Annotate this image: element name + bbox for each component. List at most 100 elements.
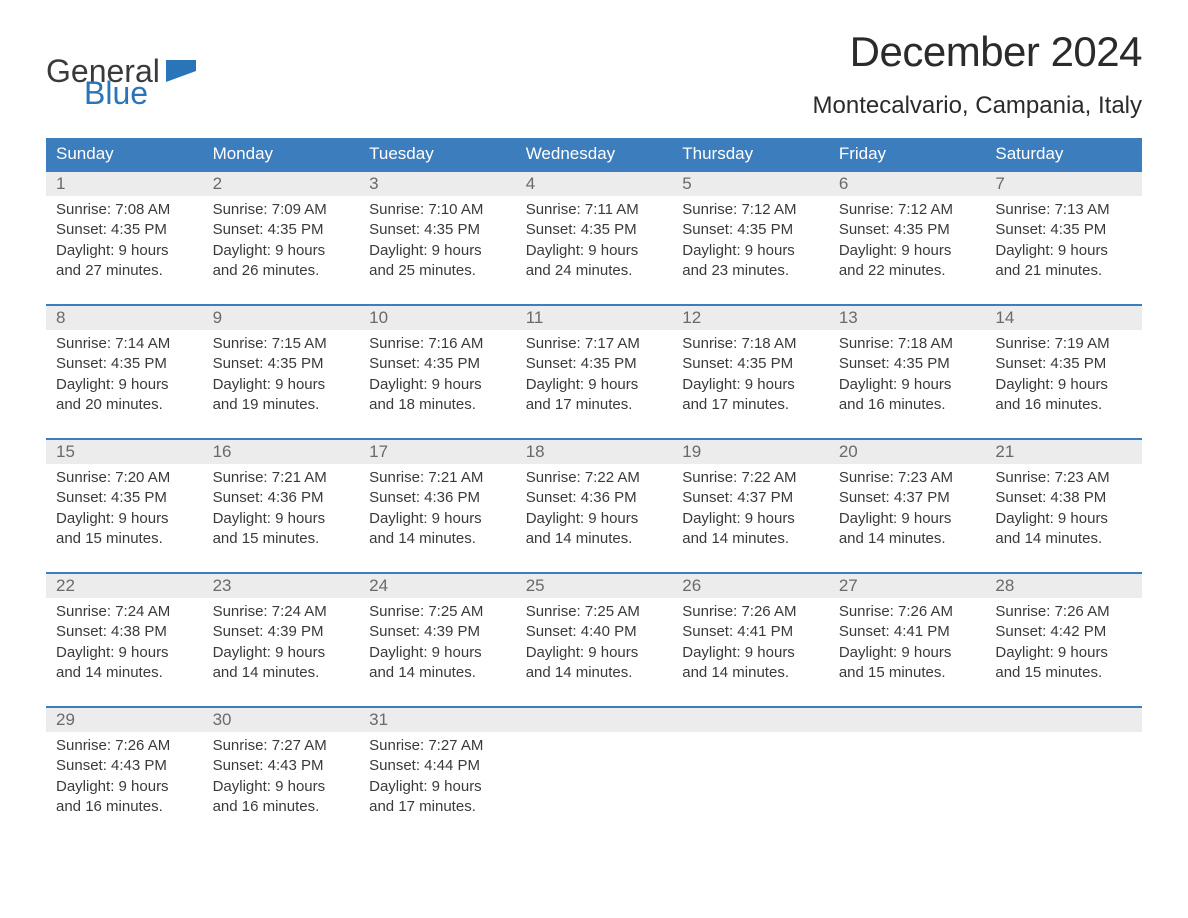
logo-flag-icon [166, 69, 196, 86]
day-number: 5 [672, 170, 829, 196]
day-sunset: Sunset: 4:35 PM [56, 354, 193, 374]
day-sunrise: Sunrise: 7:26 AM [995, 602, 1132, 622]
day-sunset: Sunset: 4:43 PM [56, 756, 193, 776]
day-sunset: Sunset: 4:35 PM [839, 220, 976, 240]
day-number: 20 [829, 438, 986, 464]
day-details: Sunrise: 7:22 AMSunset: 4:37 PMDaylight:… [672, 464, 829, 555]
day-sunset: Sunset: 4:36 PM [213, 488, 350, 508]
day-dl2: and 16 minutes. [213, 797, 350, 817]
calendar-day-cell: 27Sunrise: 7:26 AMSunset: 4:41 PMDayligh… [829, 572, 986, 706]
calendar-week-row: 29Sunrise: 7:26 AMSunset: 4:43 PMDayligh… [46, 706, 1142, 840]
day-number: 23 [203, 572, 360, 598]
calendar-header-row: SundayMondayTuesdayWednesdayThursdayFrid… [46, 138, 1142, 170]
day-details: Sunrise: 7:21 AMSunset: 4:36 PMDaylight:… [203, 464, 360, 555]
day-number: 27 [829, 572, 986, 598]
day-dl1: Daylight: 9 hours [995, 509, 1132, 529]
day-sunrise: Sunrise: 7:12 AM [839, 200, 976, 220]
day-details: Sunrise: 7:18 AMSunset: 4:35 PMDaylight:… [829, 330, 986, 421]
day-sunset: Sunset: 4:41 PM [682, 622, 819, 642]
day-sunrise: Sunrise: 7:26 AM [682, 602, 819, 622]
day-dl1: Daylight: 9 hours [56, 643, 193, 663]
day-dl2: and 15 minutes. [995, 663, 1132, 683]
day-sunrise: Sunrise: 7:25 AM [526, 602, 663, 622]
day-number-empty [985, 706, 1142, 732]
day-number: 16 [203, 438, 360, 464]
day-number: 6 [829, 170, 986, 196]
day-details: Sunrise: 7:25 AMSunset: 4:39 PMDaylight:… [359, 598, 516, 689]
day-dl1: Daylight: 9 hours [995, 375, 1132, 395]
day-details: Sunrise: 7:17 AMSunset: 4:35 PMDaylight:… [516, 330, 673, 421]
calendar-day-cell: 3Sunrise: 7:10 AMSunset: 4:35 PMDaylight… [359, 170, 516, 304]
day-sunset: Sunset: 4:35 PM [213, 220, 350, 240]
day-dl1: Daylight: 9 hours [995, 643, 1132, 663]
day-number: 31 [359, 706, 516, 732]
day-number: 30 [203, 706, 360, 732]
day-dl2: and 15 minutes. [213, 529, 350, 549]
day-number: 29 [46, 706, 203, 732]
calendar-day-cell: 15Sunrise: 7:20 AMSunset: 4:35 PMDayligh… [46, 438, 203, 572]
day-dl2: and 19 minutes. [213, 395, 350, 415]
day-details: Sunrise: 7:10 AMSunset: 4:35 PMDaylight:… [359, 196, 516, 287]
day-dl2: and 17 minutes. [526, 395, 663, 415]
day-details: Sunrise: 7:15 AMSunset: 4:35 PMDaylight:… [203, 330, 360, 421]
day-header: Sunday [46, 138, 203, 170]
day-sunrise: Sunrise: 7:17 AM [526, 334, 663, 354]
calendar-day-cell [829, 706, 986, 840]
day-details: Sunrise: 7:11 AMSunset: 4:35 PMDaylight:… [516, 196, 673, 287]
day-dl2: and 26 minutes. [213, 261, 350, 281]
day-details: Sunrise: 7:26 AMSunset: 4:41 PMDaylight:… [672, 598, 829, 689]
page-header: General Blue December 2024 Montecalvario… [46, 28, 1142, 120]
day-dl1: Daylight: 9 hours [839, 241, 976, 261]
day-dl1: Daylight: 9 hours [682, 509, 819, 529]
calendar-day-cell: 29Sunrise: 7:26 AMSunset: 4:43 PMDayligh… [46, 706, 203, 840]
day-details: Sunrise: 7:12 AMSunset: 4:35 PMDaylight:… [829, 196, 986, 287]
day-sunset: Sunset: 4:43 PM [213, 756, 350, 776]
day-number: 9 [203, 304, 360, 330]
day-sunset: Sunset: 4:35 PM [369, 220, 506, 240]
day-dl2: and 17 minutes. [682, 395, 819, 415]
day-dl2: and 14 minutes. [995, 529, 1132, 549]
calendar-day-cell: 8Sunrise: 7:14 AMSunset: 4:35 PMDaylight… [46, 304, 203, 438]
day-dl2: and 14 minutes. [839, 529, 976, 549]
day-details: Sunrise: 7:20 AMSunset: 4:35 PMDaylight:… [46, 464, 203, 555]
day-number: 10 [359, 304, 516, 330]
day-number: 3 [359, 170, 516, 196]
page-title: December 2024 [813, 28, 1142, 76]
day-number-empty [829, 706, 986, 732]
day-details: Sunrise: 7:26 AMSunset: 4:42 PMDaylight:… [985, 598, 1142, 689]
day-number: 15 [46, 438, 203, 464]
calendar-week-row: 15Sunrise: 7:20 AMSunset: 4:35 PMDayligh… [46, 438, 1142, 572]
day-sunrise: Sunrise: 7:18 AM [839, 334, 976, 354]
day-details: Sunrise: 7:24 AMSunset: 4:38 PMDaylight:… [46, 598, 203, 689]
calendar-day-cell: 23Sunrise: 7:24 AMSunset: 4:39 PMDayligh… [203, 572, 360, 706]
day-details: Sunrise: 7:08 AMSunset: 4:35 PMDaylight:… [46, 196, 203, 287]
day-number-empty [516, 706, 673, 732]
day-details: Sunrise: 7:23 AMSunset: 4:37 PMDaylight:… [829, 464, 986, 555]
day-dl1: Daylight: 9 hours [682, 375, 819, 395]
title-block: December 2024 Montecalvario, Campania, I… [813, 28, 1142, 120]
calendar-day-cell: 24Sunrise: 7:25 AMSunset: 4:39 PMDayligh… [359, 572, 516, 706]
calendar-day-cell: 18Sunrise: 7:22 AMSunset: 4:36 PMDayligh… [516, 438, 673, 572]
day-details: Sunrise: 7:12 AMSunset: 4:35 PMDaylight:… [672, 196, 829, 287]
day-dl2: and 17 minutes. [369, 797, 506, 817]
day-header: Thursday [672, 138, 829, 170]
calendar-day-cell [672, 706, 829, 840]
day-sunset: Sunset: 4:35 PM [682, 354, 819, 374]
day-dl2: and 14 minutes. [213, 663, 350, 683]
day-sunrise: Sunrise: 7:18 AM [682, 334, 819, 354]
day-number-empty [672, 706, 829, 732]
day-details: Sunrise: 7:14 AMSunset: 4:35 PMDaylight:… [46, 330, 203, 421]
day-number: 21 [985, 438, 1142, 464]
day-number: 11 [516, 304, 673, 330]
calendar-day-cell: 26Sunrise: 7:26 AMSunset: 4:41 PMDayligh… [672, 572, 829, 706]
day-sunrise: Sunrise: 7:26 AM [56, 736, 193, 756]
day-sunrise: Sunrise: 7:20 AM [56, 468, 193, 488]
day-header: Monday [203, 138, 360, 170]
calendar-day-cell [516, 706, 673, 840]
day-dl1: Daylight: 9 hours [995, 241, 1132, 261]
day-number: 8 [46, 304, 203, 330]
day-sunrise: Sunrise: 7:27 AM [369, 736, 506, 756]
calendar-day-cell: 19Sunrise: 7:22 AMSunset: 4:37 PMDayligh… [672, 438, 829, 572]
calendar-day-cell: 1Sunrise: 7:08 AMSunset: 4:35 PMDaylight… [46, 170, 203, 304]
day-dl2: and 22 minutes. [839, 261, 976, 281]
